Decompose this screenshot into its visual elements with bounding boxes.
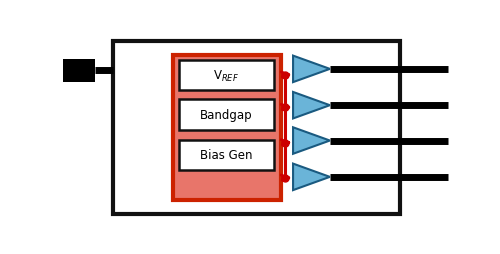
Polygon shape xyxy=(293,164,330,190)
Text: V$_{REF}$: V$_{REF}$ xyxy=(214,68,239,84)
Bar xyxy=(179,100,274,130)
Bar xyxy=(179,140,274,170)
Polygon shape xyxy=(293,56,330,83)
Text: Bias Gen: Bias Gen xyxy=(200,149,252,162)
Polygon shape xyxy=(293,128,330,154)
Polygon shape xyxy=(293,92,330,119)
Bar xyxy=(113,42,400,214)
Bar xyxy=(173,56,282,201)
Text: Bandgap: Bandgap xyxy=(200,109,252,122)
Bar xyxy=(179,61,274,91)
Bar xyxy=(62,60,96,82)
